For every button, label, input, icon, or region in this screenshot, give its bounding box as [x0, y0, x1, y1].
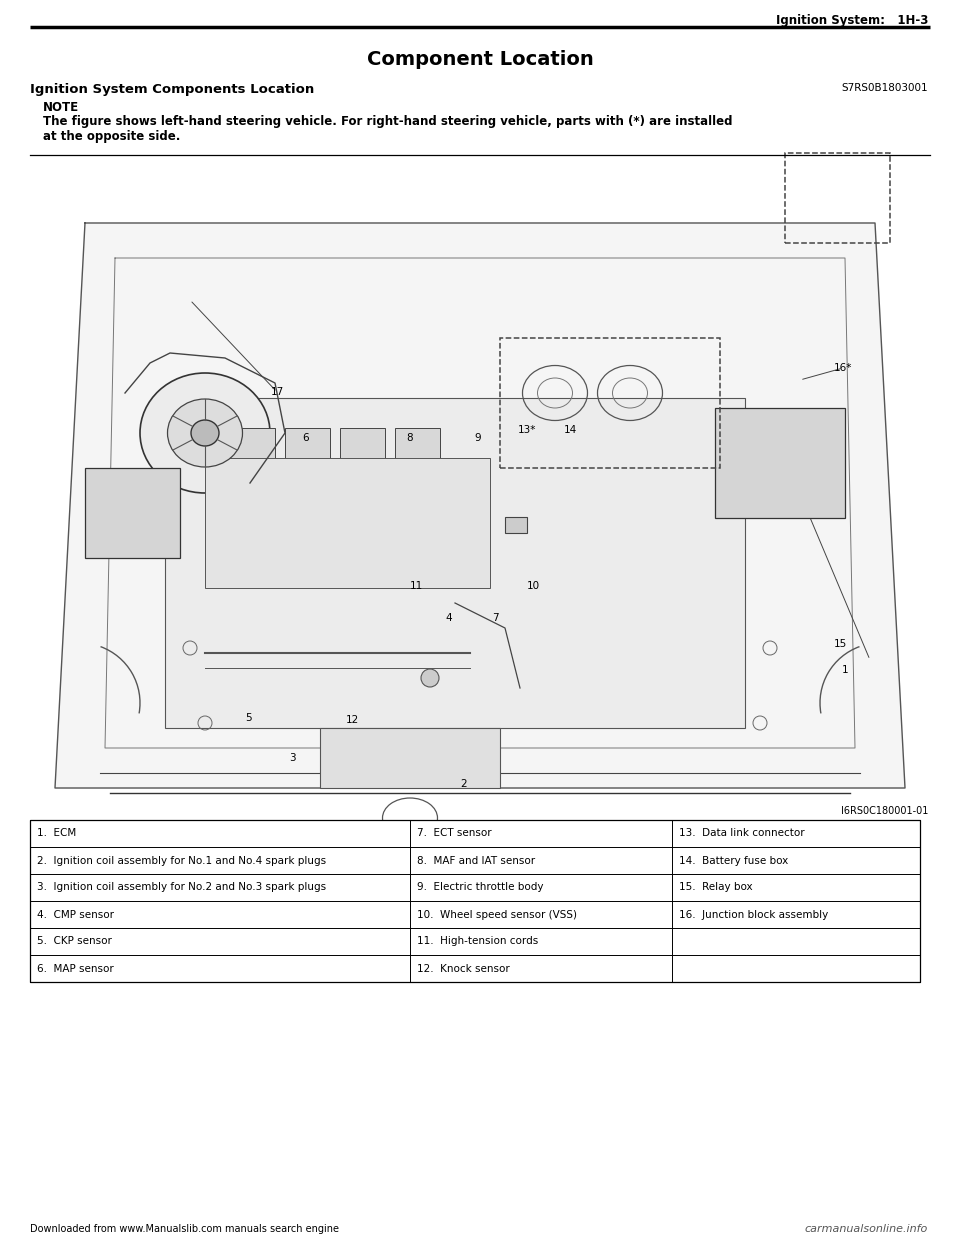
Ellipse shape	[167, 399, 243, 467]
Text: 8: 8	[407, 433, 414, 443]
Text: 13.  Data link connector: 13. Data link connector	[679, 828, 804, 838]
Text: 6: 6	[302, 433, 309, 443]
Bar	[205, 458, 490, 587]
Text: 16.  Junction block assembly: 16. Junction block assembly	[679, 909, 828, 919]
Text: 7.  ECT sensor: 7. ECT sensor	[417, 828, 492, 838]
Bar	[230, 428, 275, 498]
Text: carmanualsonline.info: carmanualsonline.info	[804, 1225, 928, 1235]
Bar	[30, 820, 920, 982]
Text: 3: 3	[289, 753, 296, 763]
Text: 13*: 13*	[517, 425, 537, 435]
Ellipse shape	[421, 669, 439, 687]
Text: Ignition System Components Location: Ignition System Components Location	[30, 83, 314, 96]
Bar	[340, 428, 385, 498]
Text: 14.  Battery fuse box: 14. Battery fuse box	[679, 856, 788, 866]
Text: 12.  Knock sensor: 12. Knock sensor	[417, 964, 510, 974]
Bar	[500, 338, 720, 468]
Text: 8.  MAF and IAT sensor: 8. MAF and IAT sensor	[417, 856, 535, 866]
Text: Ignition System:   1H-3: Ignition System: 1H-3	[776, 14, 928, 27]
Text: S7RS0B1803001: S7RS0B1803001	[841, 83, 928, 93]
Text: 9.  Electric throttle body: 9. Electric throttle body	[417, 883, 543, 893]
Text: 12: 12	[346, 715, 359, 725]
Bar	[320, 728, 500, 787]
Text: 10.  Wheel speed sensor (VSS): 10. Wheel speed sensor (VSS)	[417, 909, 577, 919]
Text: 10: 10	[526, 581, 540, 591]
Bar	[165, 397, 745, 728]
Bar	[715, 409, 845, 518]
Bar	[395, 428, 440, 498]
Text: 2: 2	[461, 779, 468, 789]
Text: 4.  CMP sensor: 4. CMP sensor	[37, 909, 114, 919]
Text: Downloaded from www.Manualslib.com manuals search engine: Downloaded from www.Manualslib.com manua…	[30, 1225, 339, 1235]
Text: 11.  High-tension cords: 11. High-tension cords	[417, 936, 539, 946]
Ellipse shape	[191, 420, 219, 446]
Text: 16*: 16*	[834, 363, 852, 373]
Text: 1.  ECM: 1. ECM	[37, 828, 76, 838]
Text: 5: 5	[245, 713, 252, 723]
Bar	[285, 428, 330, 498]
Bar	[505, 517, 527, 533]
Text: 15: 15	[833, 638, 847, 650]
Text: NOTE: NOTE	[43, 101, 79, 114]
Text: The figure shows left-hand steering vehicle. For right-hand steering vehicle, pa: The figure shows left-hand steering vehi…	[43, 116, 732, 128]
Ellipse shape	[327, 846, 343, 861]
Text: I6RS0C180001-01: I6RS0C180001-01	[841, 806, 928, 816]
Text: 17: 17	[271, 388, 283, 397]
Text: 7: 7	[492, 614, 498, 623]
Text: 4: 4	[445, 614, 452, 623]
Text: 11: 11	[409, 581, 422, 591]
Polygon shape	[55, 224, 905, 787]
Text: 15.  Relay box: 15. Relay box	[679, 883, 753, 893]
Text: 2.  Ignition coil assembly for No.1 and No.4 spark plugs: 2. Ignition coil assembly for No.1 and N…	[37, 856, 326, 866]
Text: at the opposite side.: at the opposite side.	[43, 130, 180, 143]
Text: 9: 9	[474, 433, 481, 443]
Text: 1: 1	[842, 664, 849, 674]
Text: 6.  MAP sensor: 6. MAP sensor	[37, 964, 113, 974]
Text: Component Location: Component Location	[367, 50, 593, 70]
Text: 3.  Ignition coil assembly for No.2 and No.3 spark plugs: 3. Ignition coil assembly for No.2 and N…	[37, 883, 326, 893]
Text: 5.  CKP sensor: 5. CKP sensor	[37, 936, 112, 946]
Bar	[85, 468, 180, 558]
Text: 14: 14	[564, 425, 577, 435]
Ellipse shape	[140, 373, 270, 493]
Bar	[785, 153, 890, 243]
